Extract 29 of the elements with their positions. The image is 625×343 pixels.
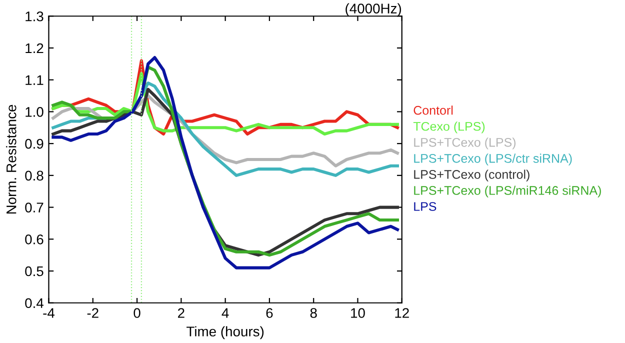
text: LPS+TCexo (control) [414,170,530,182]
text: LPS+TCexo (LPS/miR146 siRNA) [414,186,601,198]
chart-title: (4000Hz) [346,3,402,16]
y-tick-label: 1.1 [26,75,44,85]
y-tick-label: 0.9 [25,138,44,149]
series-label: TCexo (LPS) [413,122,485,134]
y-tick-label: 0.7 [25,202,44,212]
series-label: LPS+TCexo (LPS) [414,138,516,150]
x-tick-label: 2 [178,308,184,318]
x-tick-label: 12 [395,308,409,318]
y-tick-label: 0.5 [25,266,44,276]
x-tick-label: 4 [222,308,229,318]
y-tick-label: 0.4 [25,298,44,308]
y-tick-label: 1.2 [26,43,44,54]
x-tick-label: -4 [43,308,55,318]
x-tick-label: 6 [266,308,273,318]
y-axis-title: Norm. Resistance [6,104,16,214]
text: LPS [414,202,436,211]
y-tick-label: 0.6 [25,234,44,244]
series-label: LPS+TCexo (LPS/ctr siRNA) [414,154,572,166]
x-tick-label: -2 [87,308,98,318]
y-tick-label: 1.0 [26,107,44,117]
series-label: Contorl [414,106,453,115]
x-tick-label: 8 [310,308,317,318]
x-tick-label: 10 [351,308,365,318]
y-tick-label: 1.3 [26,11,44,22]
x-axis-title: Time (hours) [186,326,264,340]
y-tick-label: 0.8 [25,170,44,181]
x-tick-label: 0 [134,308,140,318]
